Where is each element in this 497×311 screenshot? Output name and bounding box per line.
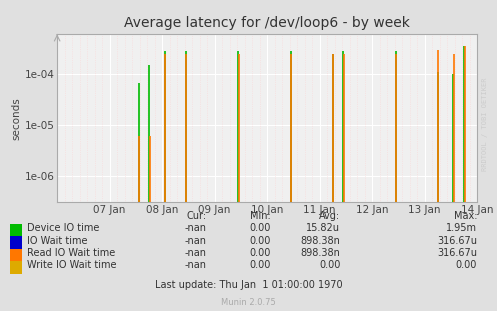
Text: 0.00: 0.00 — [456, 260, 477, 270]
Text: RRDTOOL / TOBI OETIKER: RRDTOOL / TOBI OETIKER — [482, 78, 488, 171]
Text: IO Wait time: IO Wait time — [27, 235, 88, 245]
Text: 0.00: 0.00 — [249, 260, 271, 270]
Text: 316.67u: 316.67u — [437, 248, 477, 258]
Text: 0.00: 0.00 — [249, 223, 271, 233]
Text: -nan: -nan — [184, 260, 206, 270]
Text: 898.38n: 898.38n — [301, 248, 340, 258]
Text: 1.95m: 1.95m — [446, 223, 477, 233]
Text: -nan: -nan — [184, 248, 206, 258]
Text: -nan: -nan — [184, 223, 206, 233]
Text: Last update: Thu Jan  1 01:00:00 1970: Last update: Thu Jan 1 01:00:00 1970 — [155, 280, 342, 290]
Text: 316.67u: 316.67u — [437, 235, 477, 245]
Text: Read IO Wait time: Read IO Wait time — [27, 248, 116, 258]
Text: 0.00: 0.00 — [319, 260, 340, 270]
Text: Write IO Wait time: Write IO Wait time — [27, 260, 117, 270]
Y-axis label: seconds: seconds — [12, 97, 22, 140]
Text: 898.38n: 898.38n — [301, 235, 340, 245]
Text: Munin 2.0.75: Munin 2.0.75 — [221, 298, 276, 307]
Text: -nan: -nan — [184, 235, 206, 245]
Text: Min:: Min: — [250, 211, 271, 221]
Text: Device IO time: Device IO time — [27, 223, 100, 233]
Title: Average latency for /dev/loop6 - by week: Average latency for /dev/loop6 - by week — [124, 16, 410, 30]
Text: Avg:: Avg: — [319, 211, 340, 221]
Text: 15.82u: 15.82u — [307, 223, 340, 233]
Text: 0.00: 0.00 — [249, 248, 271, 258]
Text: Max:: Max: — [454, 211, 477, 221]
Text: Cur:: Cur: — [186, 211, 206, 221]
Text: 0.00: 0.00 — [249, 235, 271, 245]
